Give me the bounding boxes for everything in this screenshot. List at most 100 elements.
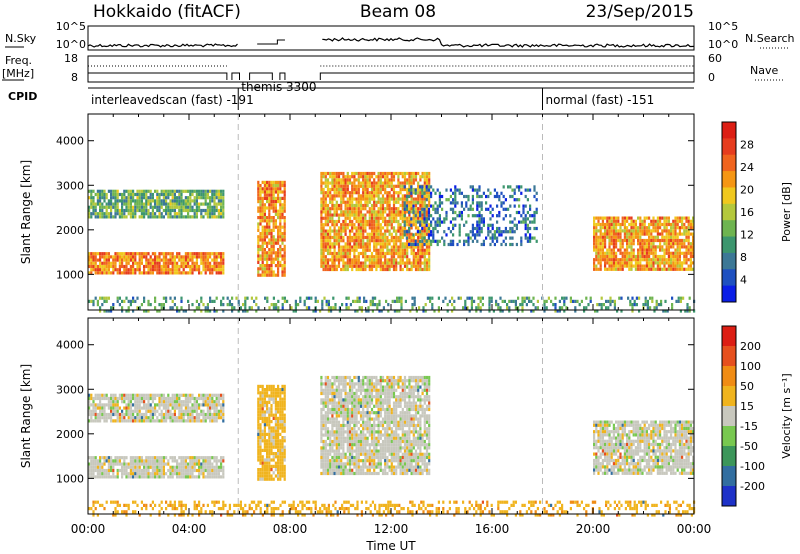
heatmap-cell [140,462,143,466]
heatmap-cell [99,309,102,313]
heatmap-cell [281,270,284,274]
heatmap-cell [195,215,198,219]
heatmap-cell [171,419,174,423]
heatmap-cell [222,271,225,275]
heatmap-cell [138,268,141,272]
heatmap-cell [261,238,264,242]
heatmap-cell [268,273,271,277]
heatmap-cell [116,416,119,420]
heatmap-cell [96,252,99,256]
heatmap-cell [632,248,635,252]
heatmap-cell [123,258,126,262]
heatmap-cell [460,191,463,195]
heatmap-cell [593,235,596,239]
heatmap-cell [654,254,657,259]
heatmap-cell [123,264,126,269]
heatmap-cell [637,238,640,243]
heatmap-cell [384,178,387,182]
heatmap-cell [147,465,150,469]
heatmap-cell [274,212,277,216]
heatmap-cell [612,229,615,233]
heatmap-cell [195,258,198,262]
heatmap-cell [637,226,640,230]
nsky-label: N.Sky [5,32,37,45]
heatmap-cell [180,459,183,463]
heatmap-cell [213,205,216,209]
heatmap-cell [112,264,115,269]
heatmap-cell [612,245,615,249]
heatmap-cell [474,188,477,192]
heatmap-cell [127,258,130,262]
heatmap-cell [195,205,198,209]
heatmap-cell [107,252,110,256]
heatmap-cell [638,309,641,313]
heatmap-cell [511,194,514,199]
heatmap-cell [379,191,382,195]
heatmap-cell [351,184,354,188]
heatmap-cell [182,215,185,219]
heatmap-cell [436,207,439,211]
heatmap-cell [178,271,181,275]
heatmap-cell [612,248,615,252]
heatmap-cell [211,252,214,256]
heatmap-cell [370,210,374,214]
heatmap-cell [132,409,135,413]
heatmap-cell [419,178,422,182]
heatmap-cell [357,207,360,211]
heatmap-cell [136,419,139,423]
heatmap-cell [121,416,124,420]
heatmap-cell [348,207,352,211]
heatmap-cell [388,267,391,272]
heatmap-cell [103,459,106,463]
heatmap-cell [337,229,341,233]
heatmap-cell [423,194,426,198]
heatmap-cell [134,271,137,275]
heatmap-cell [283,228,286,232]
heatmap-cell [441,201,444,205]
heatmap-cell [272,216,275,220]
heatmap-cell [132,215,135,219]
heatmap-cell [116,192,119,197]
heatmap-cell [355,197,358,201]
heatmap-cell [366,242,369,246]
heatmap-cell [346,251,349,256]
heatmap-cell [268,216,271,220]
heatmap-cell [335,251,338,256]
heatmap-cell [635,296,638,300]
heatmap-cell [105,212,108,216]
heatmap-cell [480,230,483,234]
heatmap-cell [211,299,214,303]
heatmap-cell [645,226,648,230]
heatmap-cell [506,306,509,310]
heatmap-cell [599,222,602,227]
heatmap-cell [326,258,330,262]
heatmap-cell [392,216,396,220]
heatmap-cell [244,299,247,303]
heatmap-cell [171,299,174,303]
heatmap-cell [344,213,347,217]
heatmap-cell [513,191,516,195]
heatmap-cell [189,472,192,476]
heatmap-cell [134,208,137,213]
heatmap-cell [384,175,387,179]
heatmap-cell [176,406,179,410]
heatmap-cell [417,187,420,192]
heatmap-cell [184,196,187,200]
heatmap-cell [392,197,396,201]
heatmap-cell [359,226,363,230]
heatmap-cell [272,241,275,245]
heatmap-cell [211,475,214,479]
heatmap-cell [388,200,391,204]
heatmap-cell [379,207,382,211]
heatmap-cell [364,191,367,195]
heatmap-cell [277,232,280,236]
heatmap-cell [213,459,216,463]
heatmap-cell [357,175,360,179]
heatmap-cell [189,475,192,479]
heatmap-cell [182,393,185,397]
heatmap-cell [268,257,271,261]
heatmap-cell [178,205,181,209]
heatmap-cell [272,296,275,300]
heatmap-cell [366,171,369,176]
heatmap-cell [283,196,286,200]
